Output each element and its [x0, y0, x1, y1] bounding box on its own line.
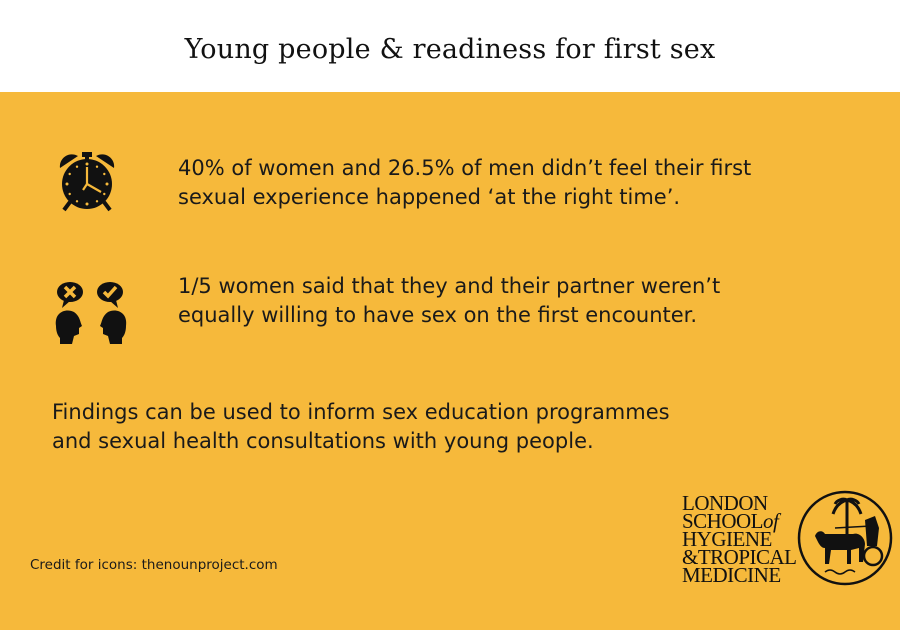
heads-disagree-icon: [55, 282, 127, 344]
fact-text-line: 40% of women and 26.5% of men didn’t fee…: [178, 156, 752, 180]
logo-line: &TROPICAL: [682, 545, 797, 569]
logo-line: LONDON: [682, 491, 768, 515]
logo-line: of: [763, 509, 779, 533]
logo-line: HYGIENE: [682, 527, 772, 551]
logo-line: SCHOOL: [682, 509, 764, 533]
fact-willingness: 1/5 women said that they and their partn…: [178, 272, 720, 330]
page-title: Young people & readiness for first sex: [184, 34, 716, 65]
logo-line: MEDICINE: [682, 563, 781, 587]
findings-line: and sexual health consultations with you…: [52, 429, 594, 453]
lshtm-seal-logo: [797, 490, 893, 586]
findings-line: Findings can be used to inform sex educa…: [52, 400, 670, 424]
fact-text-line: equally willing to have sex on the first…: [178, 303, 698, 327]
icon-credit: Credit for icons: thenounproject.com: [30, 557, 278, 573]
alarm-clock-icon: [59, 152, 115, 212]
fact-text-line: sexual experience happened ‘at the right…: [178, 185, 681, 209]
lshtm-logo-text: LONDON SCHOOLof HYGIENE &TROPICAL MEDICI…: [682, 491, 797, 587]
findings-text: Findings can be used to inform sex educa…: [52, 398, 670, 456]
header-band: Young people & readiness for first sex: [0, 0, 900, 92]
fact-text-line: 1/5 women said that they and their partn…: [178, 274, 721, 298]
fact-timing: 40% of women and 26.5% of men didn’t fee…: [178, 154, 751, 212]
